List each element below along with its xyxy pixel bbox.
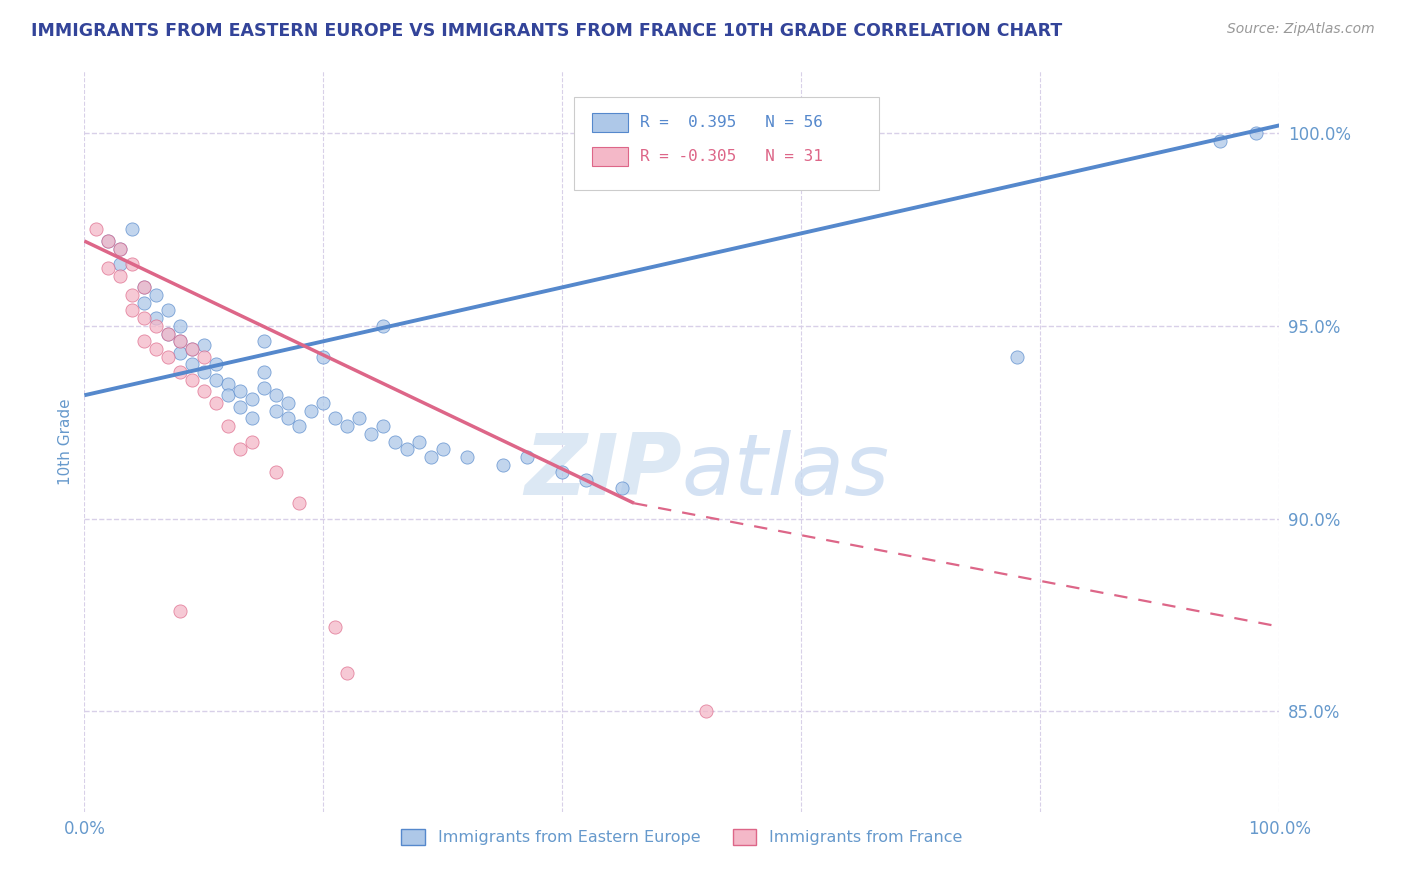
Point xyxy=(264,403,287,417)
Point xyxy=(492,458,515,472)
Point xyxy=(301,403,323,417)
Point xyxy=(1209,134,1232,148)
Point xyxy=(695,705,717,719)
Point xyxy=(110,242,132,256)
Point xyxy=(132,280,156,294)
Point xyxy=(205,373,228,387)
Y-axis label: 10th Grade: 10th Grade xyxy=(58,398,73,485)
Point xyxy=(169,365,191,379)
Point xyxy=(229,400,252,414)
Text: R = -0.305   N = 31: R = -0.305 N = 31 xyxy=(640,149,823,164)
Point xyxy=(229,384,252,399)
Point xyxy=(193,384,215,399)
Point xyxy=(110,268,132,283)
Point xyxy=(169,346,191,360)
Point xyxy=(193,365,215,379)
Point xyxy=(132,311,156,326)
Point xyxy=(205,358,228,372)
Point xyxy=(240,392,263,406)
Point xyxy=(396,442,419,457)
Point xyxy=(384,434,406,449)
Point xyxy=(325,619,347,633)
Point xyxy=(229,442,252,457)
Point xyxy=(145,311,167,326)
Point xyxy=(132,334,156,349)
Point xyxy=(121,222,143,236)
Point xyxy=(240,411,263,425)
Point xyxy=(145,342,167,356)
Point xyxy=(157,326,180,341)
Point xyxy=(121,303,143,318)
Point xyxy=(145,288,167,302)
Point xyxy=(1005,350,1028,364)
Legend: Immigrants from Eastern Europe, Immigrants from France: Immigrants from Eastern Europe, Immigran… xyxy=(395,822,969,852)
Point xyxy=(612,481,634,495)
Point xyxy=(157,326,180,341)
Point xyxy=(240,434,263,449)
Point xyxy=(373,419,395,434)
Point xyxy=(277,396,299,410)
Point xyxy=(157,303,180,318)
Point xyxy=(551,466,574,480)
Point xyxy=(181,342,204,356)
Point xyxy=(181,342,204,356)
Point xyxy=(169,334,191,349)
FancyBboxPatch shape xyxy=(592,112,628,132)
Point xyxy=(86,222,108,236)
Text: Source: ZipAtlas.com: Source: ZipAtlas.com xyxy=(1227,22,1375,37)
Point xyxy=(217,388,239,402)
Point xyxy=(288,496,311,510)
Point xyxy=(132,280,156,294)
Point xyxy=(420,450,443,464)
Point xyxy=(277,411,299,425)
Point xyxy=(181,358,204,372)
Point xyxy=(264,466,287,480)
Point xyxy=(575,473,598,487)
Point xyxy=(217,376,239,391)
Point xyxy=(121,288,143,302)
Point xyxy=(205,396,228,410)
FancyBboxPatch shape xyxy=(592,147,628,166)
Point xyxy=(336,665,359,680)
Point xyxy=(193,338,215,352)
Point xyxy=(97,234,120,248)
Point xyxy=(121,257,143,271)
Point xyxy=(193,350,215,364)
Point xyxy=(253,365,276,379)
Text: IMMIGRANTS FROM EASTERN EUROPE VS IMMIGRANTS FROM FRANCE 10TH GRADE CORRELATION : IMMIGRANTS FROM EASTERN EUROPE VS IMMIGR… xyxy=(31,22,1062,40)
Point xyxy=(373,318,395,333)
Point xyxy=(253,380,276,394)
Point xyxy=(253,334,276,349)
Point xyxy=(181,373,204,387)
Point xyxy=(325,411,347,425)
Text: ZIP: ZIP xyxy=(524,430,682,513)
Point xyxy=(432,442,454,457)
Point xyxy=(145,318,167,333)
Point xyxy=(169,604,191,618)
Point xyxy=(217,419,239,434)
Point xyxy=(110,242,132,256)
Point xyxy=(312,396,335,410)
Point xyxy=(157,350,180,364)
Point xyxy=(336,419,359,434)
Point xyxy=(288,419,311,434)
Point xyxy=(456,450,478,464)
Point xyxy=(516,450,538,464)
Point xyxy=(312,350,335,364)
Point xyxy=(1244,126,1267,140)
Point xyxy=(132,295,156,310)
Point xyxy=(349,411,371,425)
Point xyxy=(169,334,191,349)
Point xyxy=(264,388,287,402)
Text: atlas: atlas xyxy=(682,430,890,513)
Point xyxy=(97,234,120,248)
Point xyxy=(169,318,191,333)
Point xyxy=(110,257,132,271)
Point xyxy=(97,260,120,275)
FancyBboxPatch shape xyxy=(575,97,879,190)
Point xyxy=(360,426,382,441)
Text: R =  0.395   N = 56: R = 0.395 N = 56 xyxy=(640,115,823,130)
Point xyxy=(408,434,430,449)
